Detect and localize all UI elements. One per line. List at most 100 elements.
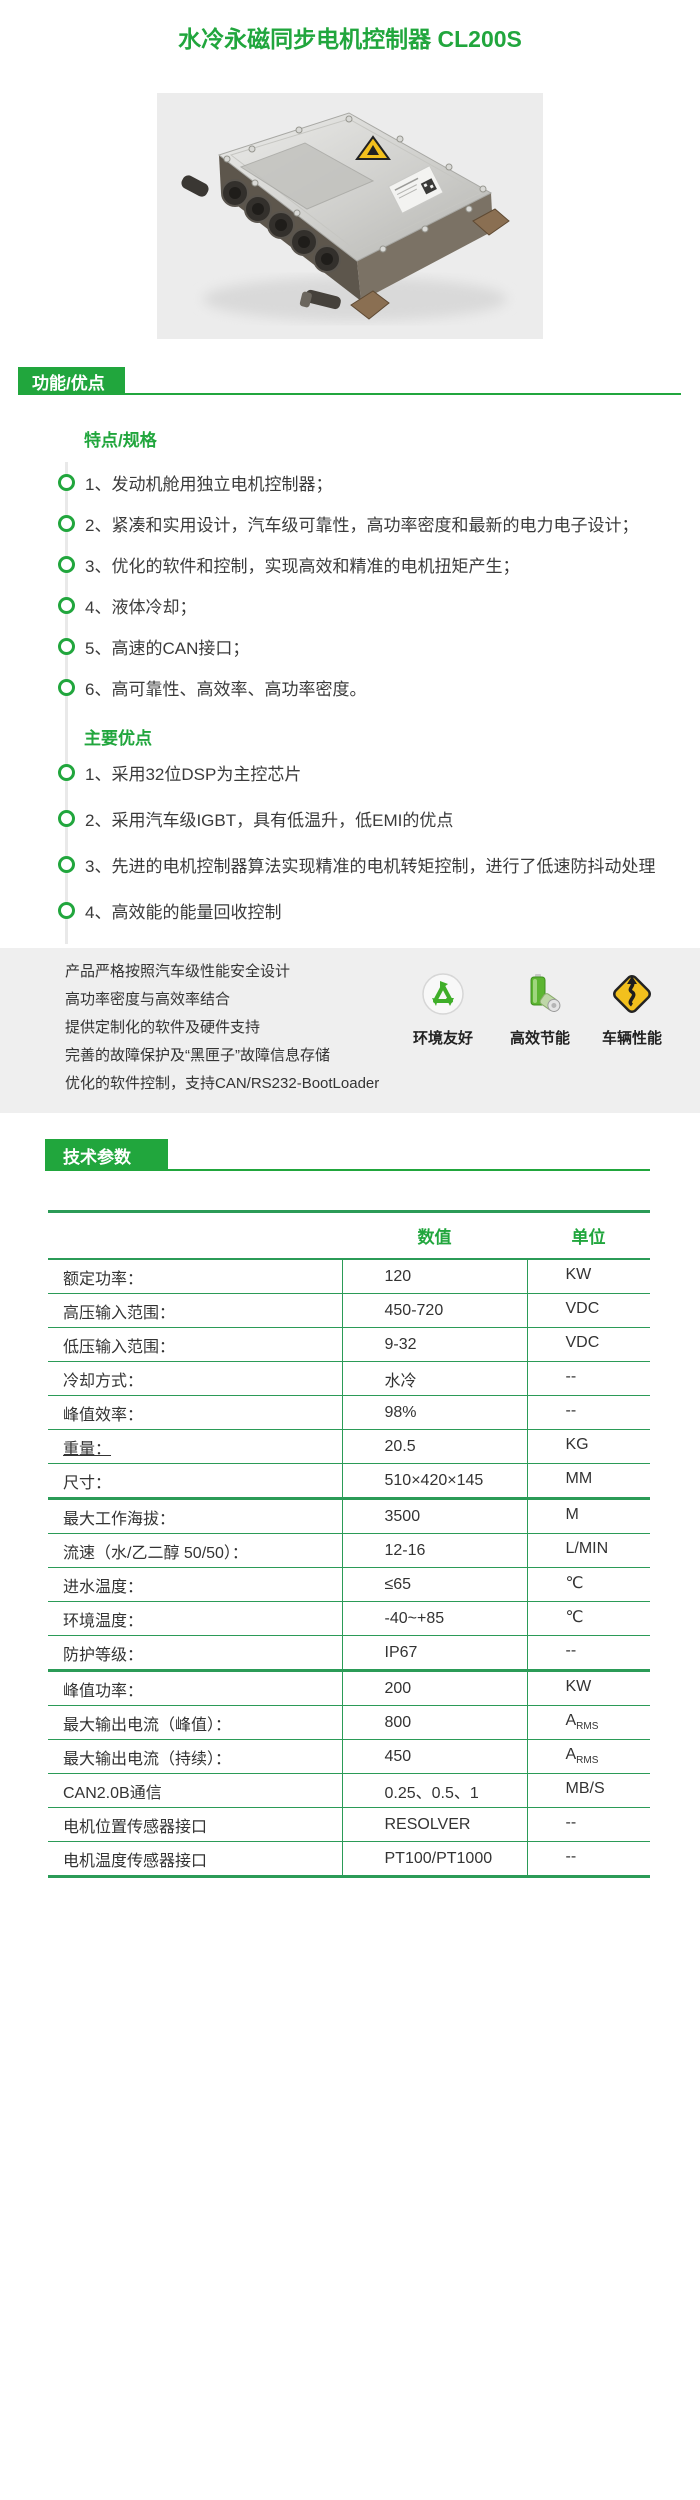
spec-unit: KW — [527, 1259, 650, 1294]
spec-value: 水冷 — [342, 1361, 528, 1396]
spec-value: 200 — [342, 1670, 528, 1706]
table-row: 峰值效率： 98% -- — [48, 1395, 650, 1430]
section-header-advantages: 主要优点 — [84, 729, 152, 748]
bullet-ring-icon — [58, 514, 75, 532]
spec-unit: -- — [527, 1841, 650, 1878]
list-item: 5、高速的CAN接口； — [58, 635, 250, 658]
list-item: 2、采用汽车级IGBT，具有低温升，低EMI的优点 — [58, 807, 454, 830]
spec-value: 9-32 — [342, 1327, 528, 1362]
bullet-ring-icon — [58, 678, 75, 696]
spec-unit: L/MIN — [527, 1533, 650, 1568]
spec-label: 额定功率： — [48, 1259, 343, 1294]
spec-label: 重量： — [48, 1429, 343, 1464]
spec-label: 电机温度传感器接口 — [48, 1841, 343, 1878]
spec-value: PT100/PT1000 — [342, 1841, 528, 1878]
spec-unit: VDC — [527, 1293, 650, 1328]
table-row: 电机位置传感器接口 RESOLVER -- — [48, 1807, 650, 1842]
spec-value: RESOLVER — [342, 1807, 528, 1842]
spec-value: -40~+85 — [342, 1601, 528, 1636]
section-header-specs-features: 特点/规格 — [84, 431, 157, 450]
table-row: 最大输出电流（持续）： 450 ARMS — [48, 1739, 650, 1774]
spec-unit: ℃ — [527, 1601, 650, 1636]
spec-value: 450-720 — [342, 1293, 528, 1328]
table-row: 流速（水/乙二醇 50/50）： 12-16 L/MIN — [48, 1533, 650, 1568]
spec-label: 防护等级： — [48, 1635, 343, 1672]
spec-value: IP67 — [342, 1635, 528, 1672]
spec-label: 环境温度： — [48, 1601, 343, 1636]
motor-controller-illustration — [157, 93, 543, 339]
table-row: 高压输入范围： 450-720 VDC — [48, 1293, 650, 1328]
table-row: 额定功率： 120 KW — [48, 1259, 650, 1294]
page-title: 水冷永磁同步电机控制器 CL200S — [178, 26, 522, 52]
specs-table: 数值 单位 额定功率： 120 KW 高压输入范围： 450-720 VDC 低… — [48, 1210, 650, 1878]
highlight-line: 完善的故障保护及“黑匣子”故障信息存储 — [65, 1047, 330, 1064]
highlight-line: 产品严格按照汽车级性能安全设计 — [65, 963, 291, 980]
table-row: 冷却方式： 水冷 -- — [48, 1361, 650, 1396]
bullet-ring-icon — [58, 637, 75, 655]
list-item-text: 5、高速的CAN接口； — [85, 638, 250, 658]
specs-banner-label: 技术参数 — [63, 1147, 131, 1167]
highlights-box: 产品严格按照汽车级性能安全设计 高功率密度与高效率结合 提供定制化的软件及硬件支… — [0, 948, 700, 1113]
spec-unit: -- — [527, 1807, 650, 1842]
spec-value: 12-16 — [342, 1533, 528, 1568]
spec-label: 电机位置传感器接口 — [48, 1807, 343, 1842]
bullet-ring-icon — [58, 901, 75, 919]
spec-label: 最大工作海拔： — [48, 1498, 343, 1534]
spec-label: 尺寸： — [48, 1463, 343, 1500]
spec-label: 峰值效率： — [48, 1395, 343, 1430]
spec-label: 最大输出电流（峰值）： — [48, 1705, 343, 1740]
spec-unit: ℃ — [527, 1567, 650, 1602]
features-banner-label: 功能/优点 — [32, 373, 105, 393]
spec-value: 510×420×145 — [342, 1463, 528, 1500]
specs-banner: 技术参数 — [45, 1139, 168, 1171]
spec-value: 20.5 — [342, 1429, 528, 1464]
spec-unit: -- — [527, 1395, 650, 1430]
spec-unit: -- — [527, 1635, 650, 1672]
list-item: 1、发动机舱用独立电机控制器； — [58, 471, 333, 494]
table-row: 尺寸： 510×420×145 MM — [48, 1463, 650, 1500]
badge-efficiency: 高效节能 — [492, 972, 588, 1048]
highlights-text: 产品严格按照汽车级性能安全设计 高功率密度与高效率结合 提供定制化的软件及硬件支… — [65, 958, 379, 1098]
badge-environment: 环境友好 — [395, 972, 491, 1048]
spec-label: 低压输入范围： — [48, 1327, 343, 1362]
product-label — [387, 165, 444, 215]
list-item-text: 1、发动机舱用独立电机控制器； — [85, 474, 333, 494]
list-item-text: 4、液体冷却； — [85, 597, 197, 617]
bullet-ring-icon — [58, 596, 75, 614]
connector-ports — [181, 175, 341, 310]
spec-value: 120 — [342, 1259, 528, 1294]
list-item: 4、高效能的能量回收控制 — [58, 899, 281, 922]
table-row: 环境温度： -40~+85 ℃ — [48, 1601, 650, 1636]
header-value: 数值 — [342, 1211, 527, 1260]
recycle-icon — [421, 972, 465, 1016]
list-item: 1、采用32位DSP为主控芯片 — [58, 761, 301, 784]
list-item: 6、高可靠性、高效率、高功率密度。 — [58, 676, 366, 699]
table-row: 电机温度传感器接口 PT100/PT1000 -- — [48, 1841, 650, 1878]
road-sign-icon — [610, 972, 654, 1016]
spec-label: CAN2.0B通信 — [48, 1773, 343, 1808]
features-banner: 功能/优点 — [18, 367, 125, 395]
spec-unit: M — [527, 1498, 650, 1534]
product-image — [157, 93, 543, 339]
spec-label: 峰值功率： — [48, 1670, 343, 1706]
badge-vehicle: 车辆性能 — [584, 972, 680, 1048]
spec-label: 冷却方式： — [48, 1361, 343, 1396]
features-banner-rule — [18, 393, 681, 395]
bullet-ring-icon — [58, 809, 75, 827]
bullet-ring-icon — [58, 473, 75, 491]
header-unit: 单位 — [527, 1211, 650, 1260]
spec-unit: MB/S — [527, 1773, 650, 1808]
bullet-ring-icon — [58, 763, 75, 781]
battery-icon — [518, 972, 562, 1016]
spec-unit: MM — [527, 1463, 650, 1500]
spec-unit: ARMS — [527, 1705, 650, 1740]
list-item-text: 2、采用汽车级IGBT，具有低温升，低EMI的优点 — [85, 810, 454, 830]
timeline-line — [65, 462, 68, 944]
highlight-line: 优化的软件控制，支持CAN/RS232-BootLoader — [65, 1075, 380, 1092]
table-row: 峰值功率： 200 KW — [48, 1670, 650, 1706]
table-row: 重量： 20.5 KG — [48, 1429, 650, 1464]
table-header-row: 数值 单位 — [48, 1211, 650, 1260]
spec-value: 98% — [342, 1395, 528, 1430]
spec-label: 流速（水/乙二醇 50/50）： — [48, 1533, 343, 1568]
